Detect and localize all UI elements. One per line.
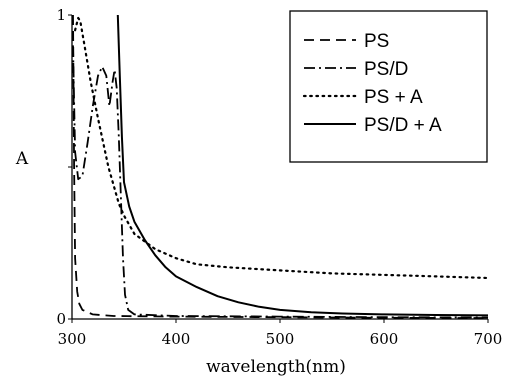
- legend-label: PS/D: [364, 59, 408, 80]
- x-tick-label: 500: [266, 330, 295, 348]
- y-tick-label: 0: [56, 310, 66, 328]
- series-line-ps-d-a: [116, 15, 488, 317]
- axes: 300 400 500 600 700 0 1: [56, 6, 502, 348]
- x-tick-label: 300: [58, 330, 87, 348]
- series-line-ps-d: [72, 45, 488, 319]
- x-axis-label: wavelength(nm): [206, 357, 346, 377]
- x-tick-label: 400: [162, 330, 191, 348]
- legend-label: PS: [364, 31, 389, 52]
- legend-label: PS + A: [364, 87, 423, 108]
- series-layer: [72, 15, 488, 319]
- series-line-ps: [72, 15, 488, 319]
- legend-box: [289, 10, 488, 163]
- y-axis-label: A: [15, 149, 29, 169]
- x-tick-label: 700: [474, 330, 503, 348]
- series-line-ps-a: [74, 16, 488, 280]
- legend-label: PS/D + A: [364, 115, 442, 136]
- legend: PS PS/D PS + A PS/D + A: [289, 10, 488, 163]
- x-tick-label: 600: [370, 330, 399, 348]
- y-tick-label: 1: [56, 6, 66, 24]
